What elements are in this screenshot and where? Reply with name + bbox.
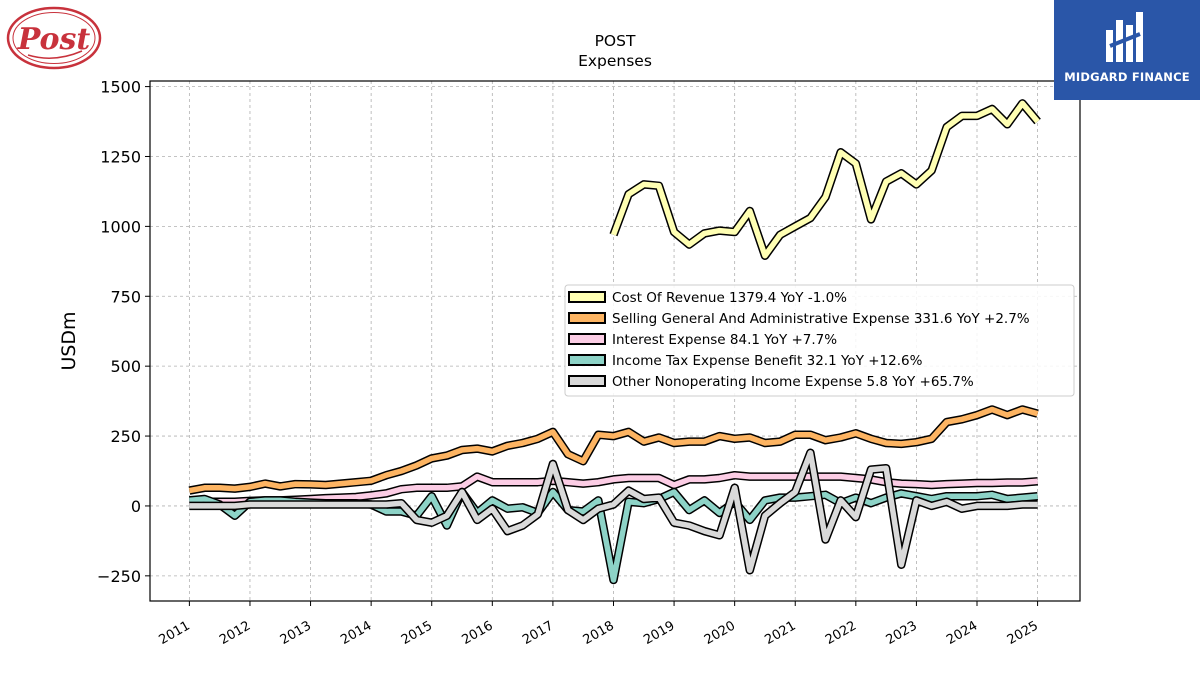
legend-entry: Other Nonoperating Income Expense 5.8 Yo… bbox=[612, 374, 974, 390]
legend-swatch bbox=[568, 291, 606, 303]
x-tick-label: 2023 bbox=[884, 618, 920, 648]
series-0 bbox=[609, 99, 1041, 260]
legend-entry: Selling General And Administrative Expen… bbox=[612, 311, 1030, 327]
post-logo: Post bbox=[6, 5, 102, 71]
legend-swatch bbox=[568, 312, 606, 324]
series-line bbox=[188, 406, 1039, 494]
x-tick-label: 2025 bbox=[1005, 618, 1041, 648]
x-tick-label: 2021 bbox=[762, 618, 798, 648]
svg-text:Post: Post bbox=[17, 22, 91, 57]
x-tick-label: 2017 bbox=[520, 618, 556, 648]
x-tick-label: 2015 bbox=[399, 618, 435, 648]
midgard-finance-logo: MIDGARD FINANCE bbox=[1054, 0, 1200, 100]
legend-swatch bbox=[568, 354, 606, 366]
x-tick-label: 2024 bbox=[944, 618, 980, 648]
legend-swatch bbox=[568, 333, 606, 345]
x-tick-label: 2013 bbox=[278, 618, 314, 648]
series-1 bbox=[188, 405, 1039, 495]
y-axis-label: USDm bbox=[58, 311, 80, 370]
y-tick-label: 750 bbox=[110, 287, 141, 306]
x-tick-label: 2016 bbox=[459, 618, 495, 648]
chart-subtitle: Expenses bbox=[578, 52, 652, 70]
series-line-outline bbox=[189, 448, 1038, 575]
y-tick-label: 0 bbox=[131, 497, 141, 516]
x-tick-label: 2012 bbox=[217, 618, 253, 648]
legend-entry: Cost Of Revenue 1379.4 YoY -1.0% bbox=[612, 290, 847, 306]
series-lines bbox=[188, 99, 1041, 585]
x-tick-label: 2011 bbox=[157, 618, 193, 648]
x-tick-label: 2018 bbox=[581, 618, 617, 648]
y-tick-label: 1000 bbox=[100, 217, 141, 236]
y-tick-label: 500 bbox=[110, 357, 141, 376]
x-tick-label: 2020 bbox=[702, 618, 738, 648]
legend: Cost Of Revenue 1379.4 YoY -1.0% Selling … bbox=[564, 284, 1075, 397]
series-2 bbox=[189, 470, 1038, 507]
legend-entry: Income Tax Expense Benefit 32.1 YoY +12.… bbox=[612, 353, 923, 369]
legend-box bbox=[564, 284, 1075, 397]
series-4 bbox=[189, 448, 1038, 575]
x-tick-label: 2019 bbox=[641, 618, 677, 648]
legend-entry: Interest Expense 84.1 YoY +7.7% bbox=[612, 332, 837, 348]
y-tick-label: 1250 bbox=[100, 147, 141, 166]
y-tick-label: 1500 bbox=[100, 78, 141, 97]
y-tick-label: −250 bbox=[97, 567, 141, 586]
series-line bbox=[610, 100, 1040, 259]
series-line bbox=[189, 472, 1038, 505]
x-tick-label: 2022 bbox=[823, 618, 859, 648]
legend-swatch bbox=[568, 375, 606, 387]
plot-frame bbox=[149, 80, 1081, 602]
series-line bbox=[189, 450, 1038, 573]
y-tick-label: 250 bbox=[110, 427, 141, 446]
brand-name: MIDGARD FINANCE bbox=[1064, 70, 1190, 84]
chart-title: POST bbox=[594, 32, 636, 50]
x-tick-label: 2014 bbox=[338, 618, 374, 648]
